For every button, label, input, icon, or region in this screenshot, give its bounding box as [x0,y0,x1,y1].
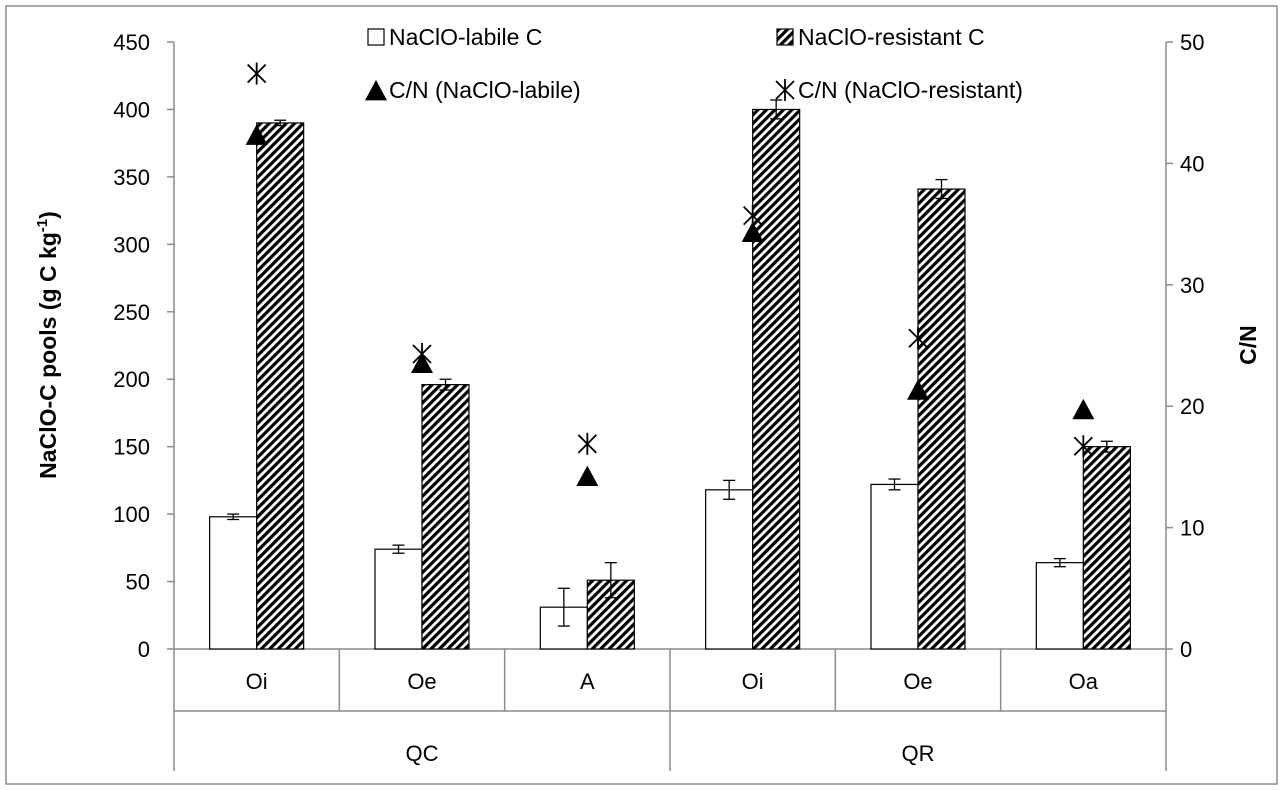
legend-label-cn-labile: C/N (NaClO-labile) [389,77,581,103]
bar-labile [374,548,423,650]
y-left-tick-label: 0 [138,637,150,662]
y-left-tick-label: 100 [113,502,150,527]
y-left-tick-label: 150 [113,435,150,460]
bar-labile [209,516,258,650]
y-left-tick-label: 50 [126,570,150,595]
x-category-label: Oe [903,669,932,694]
marker-triangle [907,379,929,400]
legend-asterisk-icon [775,79,795,101]
marker-asterisk [1073,435,1093,458]
x-group-label: QC [406,741,439,766]
y-left-tick-label: 300 [113,232,150,257]
marker-asterisk [247,62,267,85]
chart-border [5,5,1278,785]
y-left-tick-label: 450 [113,30,150,55]
marker-asterisk [412,342,432,365]
bar-resistant [421,384,470,650]
bar-labile [705,489,754,650]
legend-label-resistant: NaClO-resistant C [798,24,985,50]
bar-labile [870,483,919,650]
legend-asterisk-shape [775,79,795,101]
marker-asterisk [743,204,763,227]
y-right-tick-label: 10 [1180,516,1204,541]
x-group-label: QR [902,741,935,766]
marker-asterisk [577,432,597,455]
x-category-label: Oa [1069,669,1099,694]
y-axis-right-title: C/N [1235,325,1261,365]
y-left-tick-label: 350 [113,165,150,190]
y-left-tick-label: 250 [113,300,150,325]
y-axis-left-title: NaClO-C pools (g C kg-1) [34,211,61,479]
bar-resistant [256,122,305,650]
marker-triangle [741,221,764,242]
y-axis-left-title-superscript: -1 [34,219,51,232]
marker-triangle [245,124,268,145]
axes [167,41,1173,771]
legend-swatch-resistant [776,28,794,46]
y-right-tick-label: 0 [1180,637,1192,662]
legend-label-labile: NaClO-labile C [389,24,542,50]
marker-triangle [576,465,599,486]
y-right-tick-label: 50 [1180,30,1204,55]
y-left-tick-label: 400 [113,97,150,122]
bars [209,108,1131,650]
legend-triangle-shape [365,80,387,101]
x-category-label: Oe [407,669,436,694]
legend: NaClO-labile C NaClO-resistant C C/N (Na… [365,24,1023,103]
bar-resistant [1082,446,1131,650]
x-category-label: Oi [742,669,764,694]
x-category-label: A [580,669,595,694]
bar-labile [1035,562,1084,650]
legend-label-cn-resistant: C/N (NaClO-resistant) [798,77,1023,103]
marker-triangle [1072,398,1095,420]
bar-resistant [917,188,966,650]
error-bars [227,99,1113,627]
axis-labels: 0 50 100 150 200 250 300 350 400 450 0 10 20 30 40 50 Oi… [113,30,1204,766]
bar-resistant [752,108,801,650]
y-right-tick-label: 30 [1180,273,1204,298]
cn-markers [245,62,1095,486]
y-left-tick-label: 200 [113,367,150,392]
marker-asterisk [908,327,928,350]
legend-triangle-icon [365,80,387,101]
y-right-tick-label: 40 [1180,151,1204,176]
y-right-tick-label: 20 [1180,394,1204,419]
x-category-label: Oi [246,669,268,694]
legend-swatch-labile [367,28,385,46]
